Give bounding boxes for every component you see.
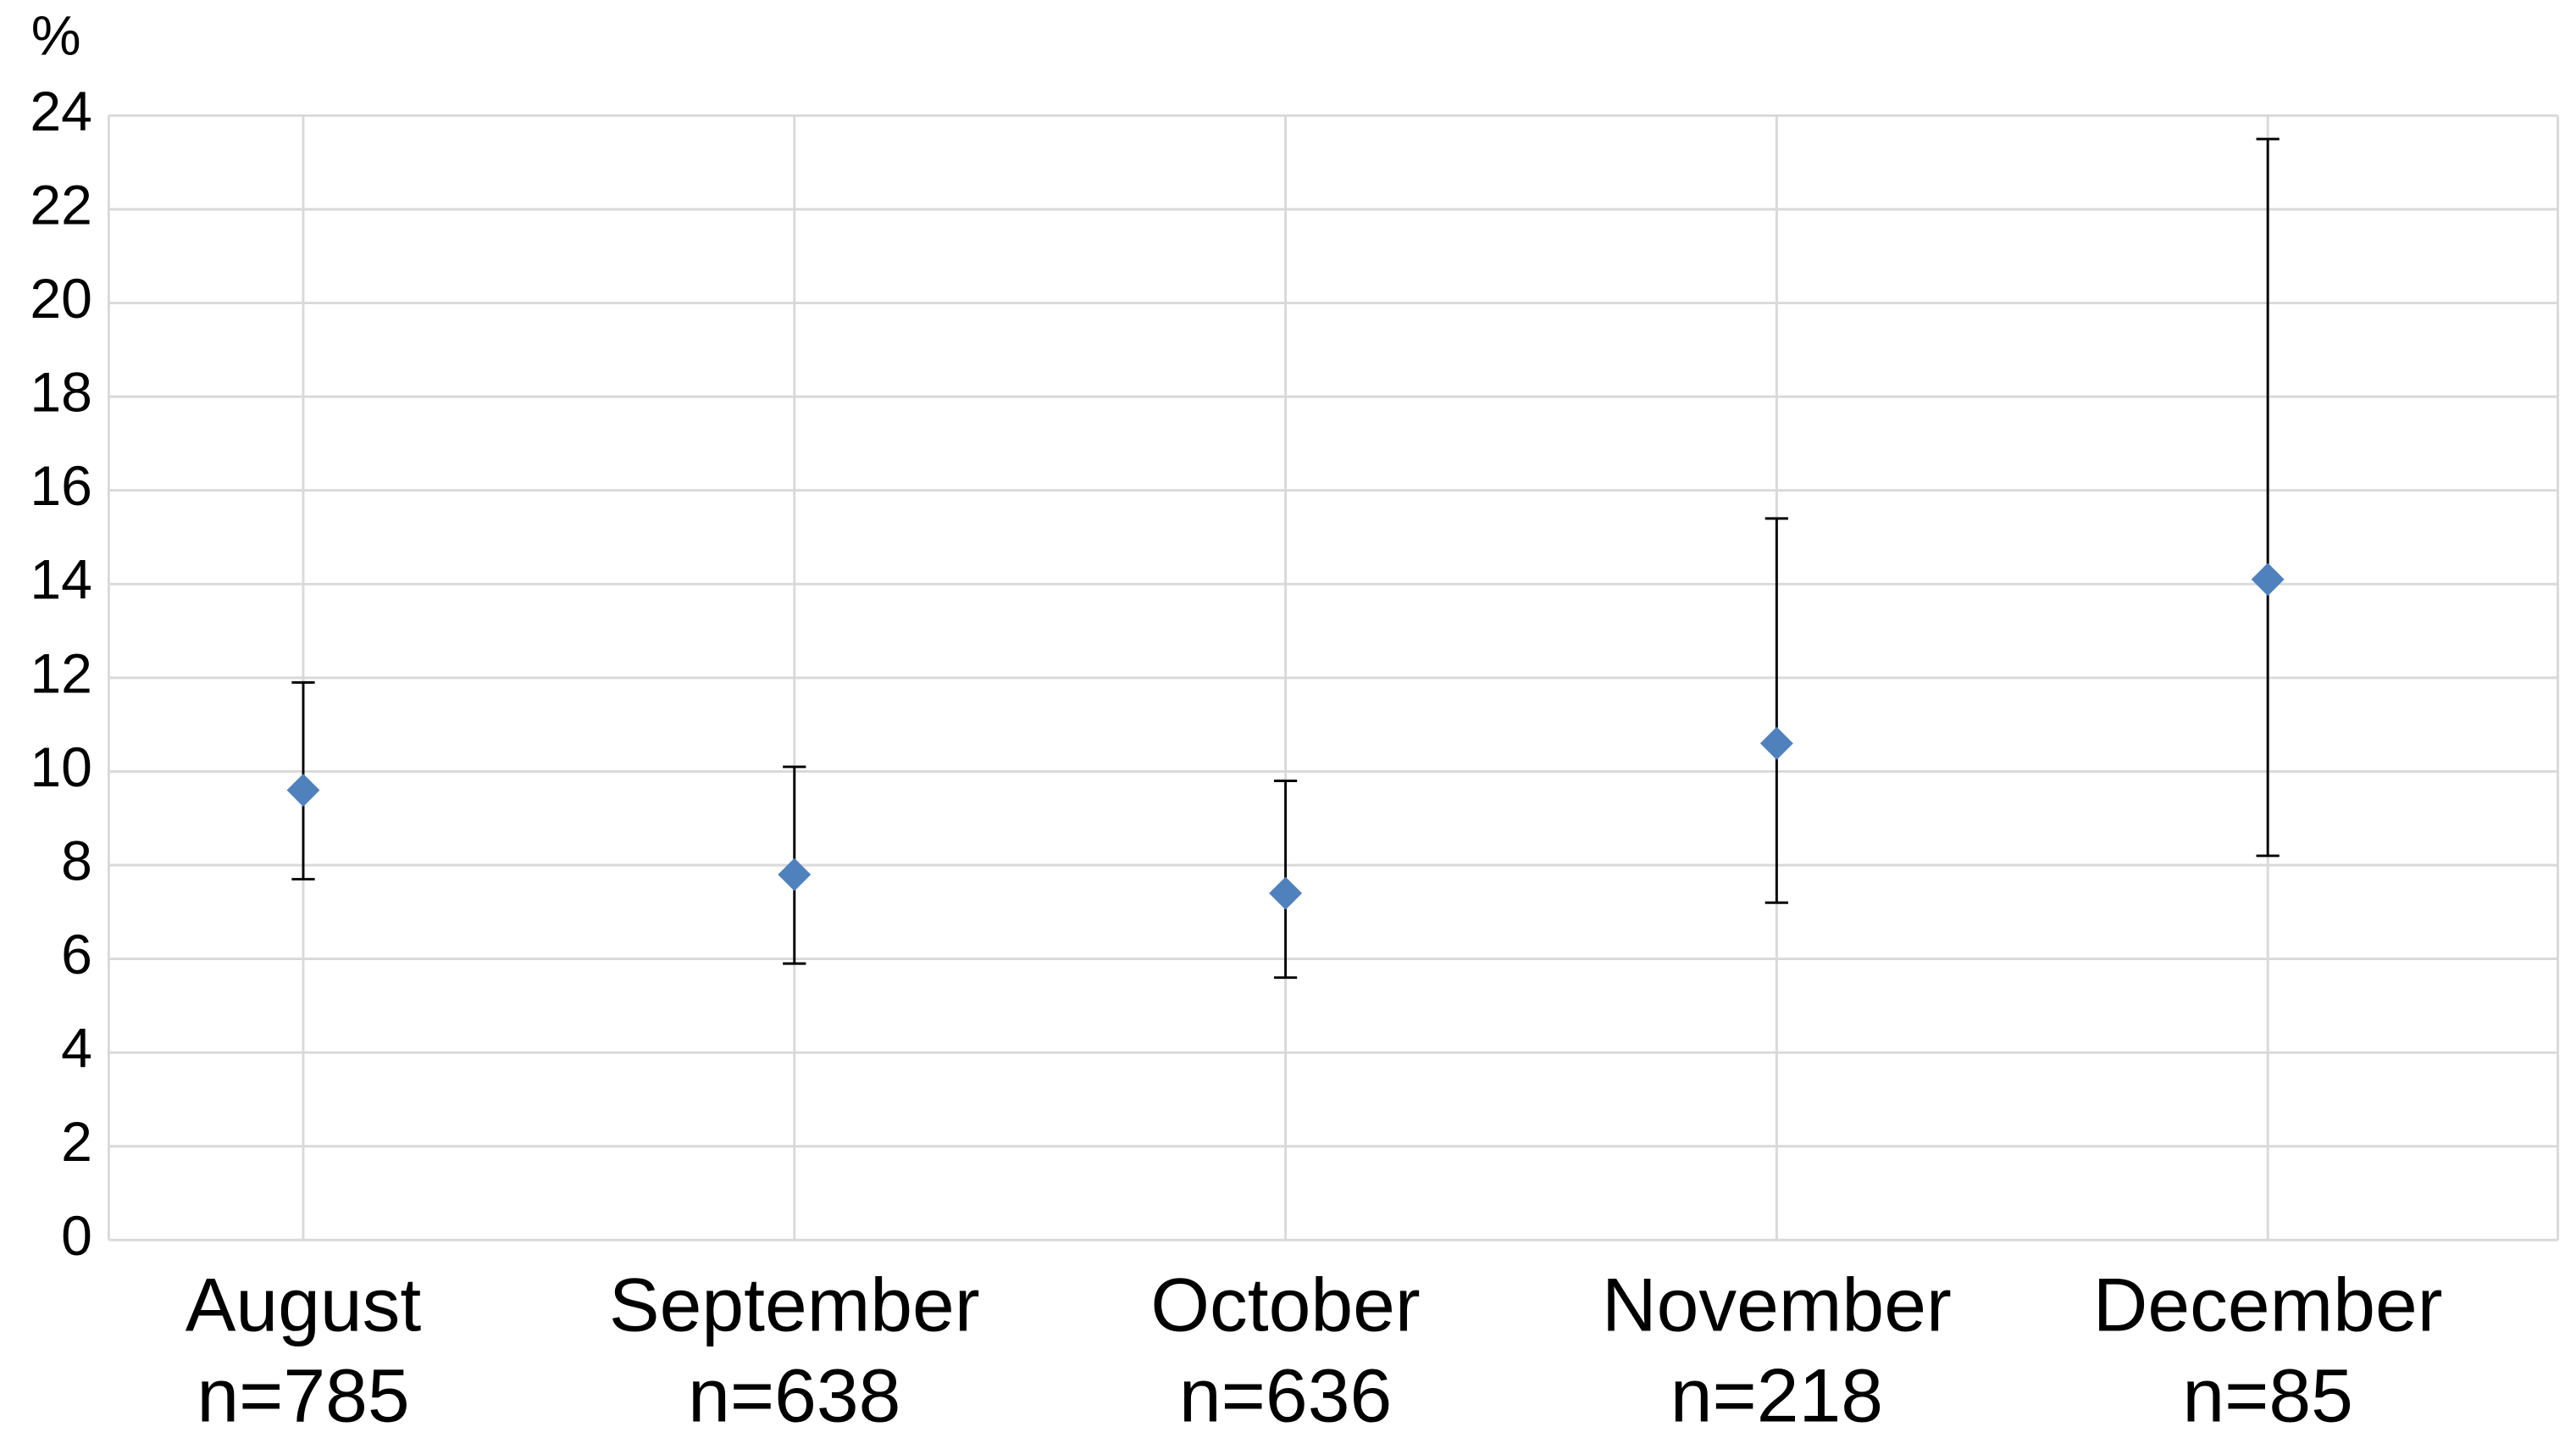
point [778, 858, 812, 891]
y-tick-label: 20 [30, 268, 92, 330]
point [286, 774, 320, 808]
y-tick-label: 10 [30, 736, 92, 799]
sample-size-label: n=638 [688, 1353, 900, 1438]
y-tick-label: 14 [30, 549, 92, 612]
point [1759, 726, 1793, 760]
y-tick-label: 2 [61, 1111, 92, 1174]
sample-size-label: n=85 [2182, 1353, 2353, 1438]
x-tick-label: August [186, 1263, 422, 1347]
y-tick-label: 6 [61, 924, 92, 986]
sample-size-label: n=218 [1670, 1353, 1883, 1438]
y-tick-label: 0 [61, 1205, 92, 1268]
y-tick-label: 24 [30, 81, 92, 143]
x-tick-label: September [609, 1263, 980, 1347]
y-tick-label: 16 [30, 455, 92, 518]
x-tick-label: November [1602, 1263, 1952, 1347]
y-axis-label: % [31, 4, 81, 67]
y-tick-label: 4 [61, 1018, 92, 1080]
x-tick-label: October [1150, 1263, 1420, 1347]
sample-size-label: n=636 [1179, 1353, 1392, 1438]
y-tick-label: 22 [30, 174, 92, 236]
sample-size-label: n=785 [197, 1353, 409, 1438]
y-tick-label: 12 [30, 642, 92, 705]
point [2251, 563, 2285, 597]
y-tick-label: 8 [61, 830, 92, 892]
x-tick-label: December [2093, 1263, 2443, 1347]
point [1269, 876, 1303, 910]
y-tick-label: 18 [30, 362, 92, 425]
